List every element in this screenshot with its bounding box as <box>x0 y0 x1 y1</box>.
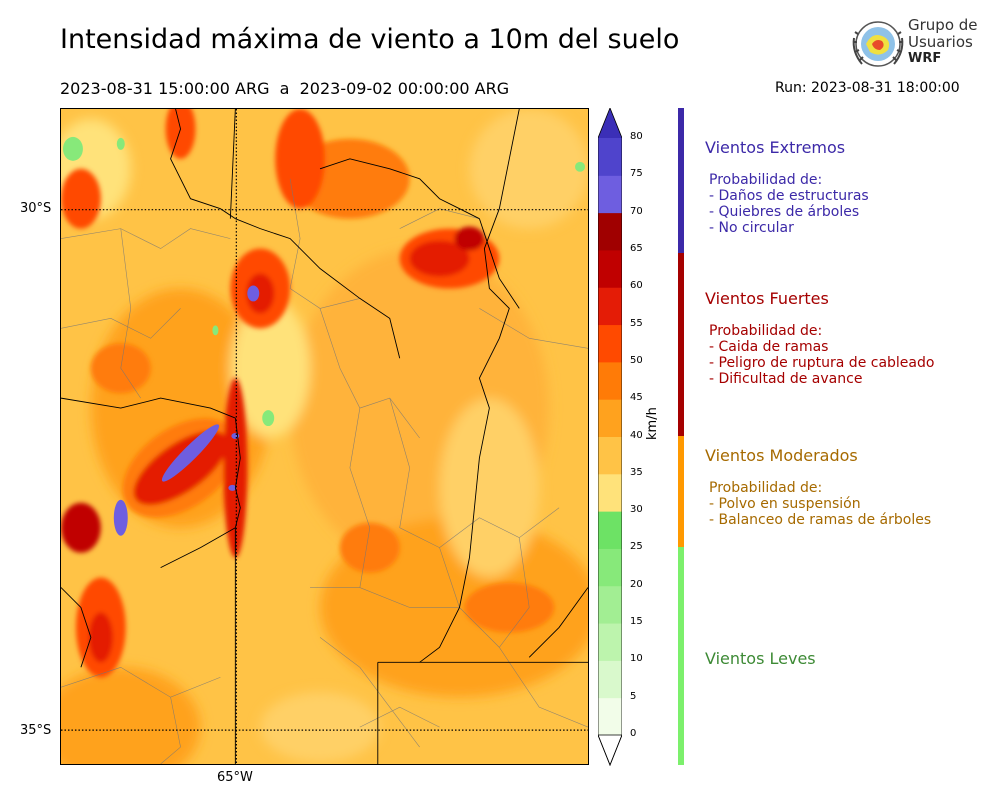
colorbar-segment <box>598 585 622 624</box>
colorbar-tick-label: 60 <box>630 280 643 292</box>
category-title-leves: Vientos Leves <box>705 649 816 668</box>
colorbar-segment <box>598 175 622 214</box>
colorbar-tick-label: 80 <box>630 131 643 142</box>
colorbar-tick-label: 75 <box>630 168 643 180</box>
lat-label-30s: 30°S <box>20 201 52 216</box>
date-range: 2023-08-31 15:00:00 ARG a 2023-09-02 00:… <box>60 79 510 98</box>
graticule <box>61 109 588 764</box>
colorbar-tick-label: 30 <box>630 504 643 516</box>
category-title-moderados: Vientos Moderados <box>705 446 858 465</box>
colorbar-segment <box>598 361 622 400</box>
wind-field-light <box>62 136 586 427</box>
colorbar-tick-label: 40 <box>630 429 643 441</box>
colorbar-segment <box>598 324 622 363</box>
colorbar-segment <box>598 511 622 549</box>
colorbar-over-arrow <box>598 108 622 138</box>
category-bar-leves <box>678 547 684 765</box>
lat-label-35s: 35°S <box>20 723 52 738</box>
colorbar-under-arrow <box>598 734 622 767</box>
category-desc-extremos: Probabilidad de: - Daños de estructuras … <box>709 172 869 236</box>
grupo-wrf-logo <box>852 21 904 67</box>
wind-map <box>60 108 589 765</box>
colorbar-tick-label: 0 <box>630 728 637 739</box>
map-title: Intensidad máxima de viento a 10m del su… <box>60 24 680 55</box>
category-bar-moderados <box>678 436 684 547</box>
colorbar-segment <box>598 138 622 176</box>
colorbar-segment <box>598 660 622 699</box>
colorbar-segment <box>598 623 622 661</box>
province-borders <box>61 109 588 764</box>
lon-label-65w: 65°W <box>217 770 253 785</box>
logo-wrf-text: WRF <box>908 51 942 66</box>
category-bar-extremos <box>678 108 684 253</box>
category-desc-fuertes: Probabilidad de: - Caida de ramas - Peli… <box>709 323 935 387</box>
run-time: Run: 2023-08-31 18:00:00 <box>775 80 960 96</box>
category-title-fuertes: Vientos Fuertes <box>705 289 829 308</box>
logo-text: Grupo de Usuarios <box>908 16 978 51</box>
colorbar-segment <box>598 697 622 736</box>
colorbar-segment <box>598 473 622 512</box>
colorbar-tick-label: 50 <box>630 354 643 366</box>
colorbar-segment <box>598 249 622 288</box>
colorbar-outline <box>598 108 622 767</box>
category-bar <box>678 108 684 765</box>
colorbar-tick-label: 55 <box>630 317 643 329</box>
colorbar-tick-label: 45 <box>630 392 643 404</box>
wind-field-extreme <box>113 285 260 536</box>
colorbar-tick-label: 10 <box>630 653 643 665</box>
category-title-extremos: Vientos Extremos <box>705 138 846 157</box>
colorbar-segment <box>598 212 622 251</box>
category-bar-fuertes <box>678 253 684 436</box>
colorbar-segment <box>598 548 622 587</box>
colorbar-tick-label: 15 <box>630 616 643 628</box>
colorbar-tick-label: 5 <box>630 690 637 702</box>
colorbar-tick-label: 25 <box>630 541 643 553</box>
category-desc-moderados: Probabilidad de: - Polvo en suspensión -… <box>709 480 932 528</box>
wind-colorbar <box>598 108 622 767</box>
colorbar-tick-label: 70 <box>630 205 643 217</box>
colorbar-tick-label: 35 <box>630 466 643 478</box>
colorbar-segment <box>598 287 622 326</box>
department-borders <box>61 178 588 764</box>
colorbar-segment <box>598 436 622 475</box>
colorbar-segment <box>598 399 622 437</box>
colorbar-unit-label: km/h <box>645 407 660 440</box>
colorbar-tick-label: 20 <box>630 578 643 590</box>
colorbar-tick-label: 65 <box>630 242 643 254</box>
